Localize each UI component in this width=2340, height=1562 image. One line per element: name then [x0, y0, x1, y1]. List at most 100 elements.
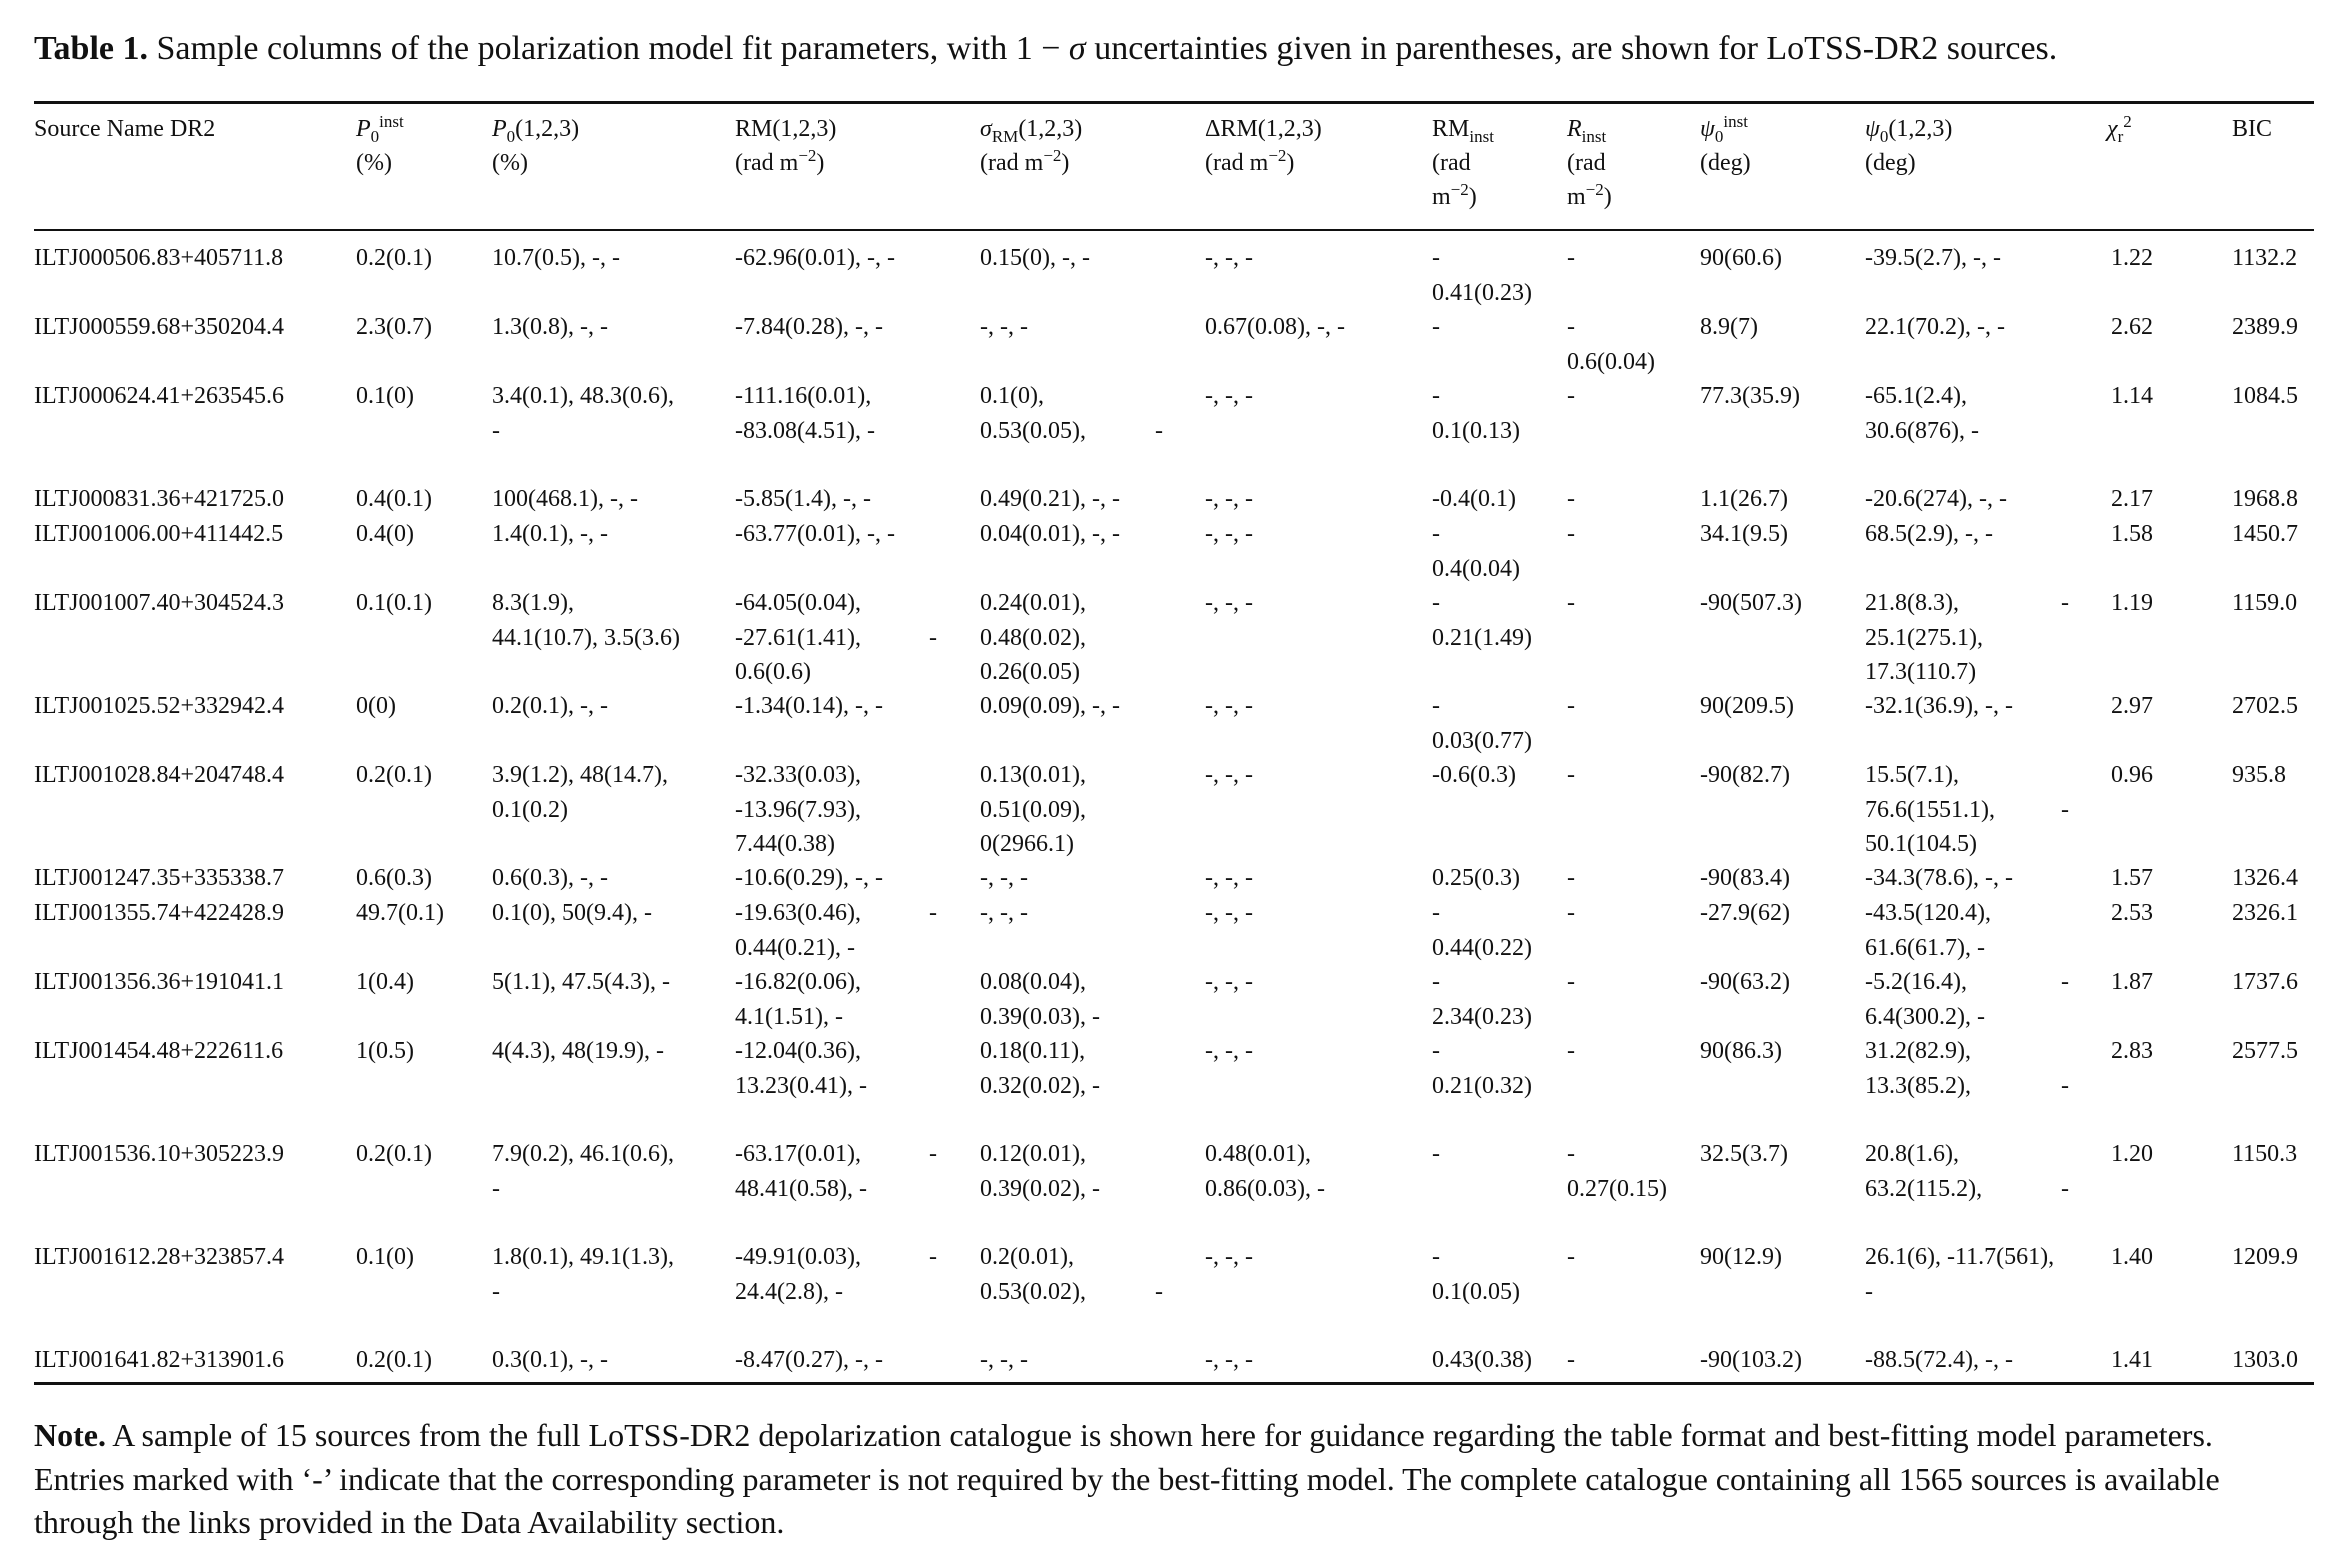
table-top-rule [34, 101, 2314, 104]
cell-line: 2326.1 [2232, 900, 2298, 926]
cell-rm-inst: 0.25(0.3) [1432, 861, 1520, 896]
cell-source: ILTJ001612.28+323857.4 [34, 1240, 284, 1275]
header-sigma-rm: σRM(1,2,3) (rad m−2) [980, 116, 1083, 176]
cell-line: -, -, - [1205, 969, 1253, 995]
cell-psi0inst: 90(209.5) [1700, 689, 1794, 724]
cell-line: 0.6(0.3), -, - [492, 865, 608, 891]
cell-line: 2.17 [2111, 486, 2153, 512]
caption-text-after: uncertainties given in parentheses, are … [1085, 30, 2058, 67]
cell-line: 8.9(7) [1700, 314, 1758, 340]
cell-psi0inst: -90(103.2) [1700, 1343, 1802, 1378]
cell-line: ILTJ001028.84+204748.4 [34, 762, 284, 788]
cell-sigma-rm: 0.13(0.01), 0.51(0.09), 0(2966.1) [980, 758, 1086, 862]
cell-p0: 1.3(0.8), -, - [492, 310, 608, 345]
cell-line: -8.47(0.27), -, - [735, 1347, 883, 1373]
cell-line: 0.1(0.13) [1432, 417, 1520, 444]
cell-rm-inst: - [1432, 310, 1440, 345]
cell-line: 1450.7 [2232, 521, 2298, 547]
cell-line: 68.5(2.9), -, - [1865, 521, 1993, 547]
cell-bic: 2326.1 [2232, 896, 2298, 931]
cell-chi2: 1.58 [2111, 517, 2153, 552]
cell-line: 0.6(0.6) [735, 659, 811, 685]
cell-line: 2389.9 [2232, 314, 2298, 340]
cell-line: 0.48(0.01), [1205, 1141, 1311, 1167]
cell-line: 1132.2 [2232, 245, 2298, 271]
cell-rm-inst: - 0.21(1.49) [1432, 586, 1532, 655]
cell-rm-inst: - 0.44(0.22) [1432, 896, 1532, 965]
cell-r-inst: - [1567, 517, 1575, 552]
cell-delta-rm: -, -, - [1205, 241, 1253, 276]
cell-line: 44.1(10.7), 3.5(3.6) [492, 624, 680, 651]
cell-rm: -111.16(0.01), -83.08(4.51), - [735, 379, 875, 448]
cell-line: 5(1.1), 47.5(4.3), - [492, 969, 670, 995]
cell-source: ILTJ001028.84+204748.4 [34, 758, 284, 793]
cell-bic: 1150.3 [2232, 1137, 2297, 1172]
cell-line: -16.82(0.06), [735, 969, 861, 995]
cell-line: - [1567, 314, 1575, 340]
cell-line: 1(0.5) [356, 1038, 414, 1064]
cell-line: 0.1(0.1) [356, 590, 432, 616]
cell-line: 2702.5 [2232, 693, 2298, 719]
cell-bic: 2389.9 [2232, 310, 2298, 345]
cell-line: 13.3(85.2), [1865, 1072, 1971, 1099]
cell-bic: 2702.5 [2232, 689, 2298, 724]
cell-line: ILTJ000506.83+405711.8 [34, 245, 284, 271]
cell-delta-rm: -, -, - [1205, 965, 1253, 1000]
cell-sigma-rm: 0.49(0.21), -, - [980, 482, 1120, 517]
cell-line: 1.8(0.1), 49.1(1.3), [492, 1244, 674, 1270]
cell-chi2: 1.22 [2111, 241, 2153, 276]
cell-rm: -16.82(0.06), 4.1(1.51), - [735, 965, 861, 1034]
cell-line: - [1432, 314, 1440, 340]
cell-bic: 1159.0 [2232, 586, 2297, 621]
cell-line: 0.18(0.11), [980, 1038, 1086, 1064]
cell-line: - [1432, 900, 1440, 926]
cell-line: 0.4(0.1) [356, 486, 432, 512]
cell-line: - [1567, 693, 1575, 719]
cell-rm: -32.33(0.03), -13.96(7.93), 7.44(0.38) [735, 758, 861, 862]
cell-line: -, -, - [1205, 762, 1253, 788]
cell-line: - [1567, 486, 1575, 512]
cell-sigma-rm: -, -, - [980, 896, 1028, 931]
cell-chi2: 0.96 [2111, 758, 2153, 793]
cell-delta-rm: 0.67(0.08), -, - [1205, 310, 1345, 345]
cell-line: -27.61(1.41), [735, 624, 861, 651]
cell-rm-inst: - 0.4(0.04) [1432, 517, 1520, 586]
cell-psi0: 22.1(70.2), -, - [1865, 310, 2005, 345]
cell-line: 1.4(0.1), -, - [492, 521, 608, 547]
cell-line: 1(0.4) [356, 969, 414, 995]
cell-line: -49.91(0.03), [735, 1244, 861, 1270]
cell-line: 0.48(0.02), [980, 624, 1086, 651]
cell-r-inst: - 0.27(0.15) [1567, 1137, 1667, 1206]
header-psi0-inst: ψ0inst (deg) [1700, 112, 1751, 176]
cell-line: 61.6(61.7), - [1865, 934, 1985, 961]
cell-line: 0.25(0.3) [1432, 865, 1520, 891]
cell-line: 1968.8 [2232, 486, 2298, 512]
cell-line: 0.21(0.32) [1432, 1072, 1532, 1099]
table-bottom-rule [34, 1382, 2314, 1385]
cell-sigma-rm: 0.09(0.09), -, - [980, 689, 1120, 724]
cell-rm: -5.85(1.4), -, - [735, 482, 871, 517]
cell-sigma-rm: 0.15(0), -, - [980, 241, 1090, 276]
cell-r-inst: - [1567, 896, 1575, 931]
cell-line: 0.39(0.03), - [980, 1003, 1100, 1030]
cell-p0: 0.3(0.1), -, - [492, 1343, 608, 1378]
cell-line: -, -, - [1205, 693, 1253, 719]
cell-rm-inst: - 0.1(0.05) [1432, 1240, 1520, 1309]
cell-line: - [1567, 1141, 1575, 1167]
cell-bic: 1968.8 [2232, 482, 2298, 517]
cell-r-inst: - 0.6(0.04) [1567, 310, 1655, 379]
cell-line: 32.5(3.7) [1700, 1141, 1788, 1167]
cell-psi0: -88.5(72.4), -, - [1865, 1343, 2013, 1378]
cell-p0: 5(1.1), 47.5(4.3), - [492, 965, 670, 1000]
cell-line: -63.17(0.01), [735, 1141, 861, 1167]
cell-line: - [1432, 693, 1440, 719]
cell-psi0: -34.3(78.6), -, - [1865, 861, 2013, 896]
cell-line: 22.1(70.2), -, - [1865, 314, 2005, 340]
cell-line: 0.13(0.01), [980, 762, 1086, 788]
cell-psi0: -32.1(36.9), -, - [1865, 689, 2013, 724]
cell-line: - [1865, 1278, 1873, 1305]
cell-line: -, -, - [1205, 1244, 1253, 1270]
cell-delta-rm: -, -, - [1205, 896, 1253, 931]
cell-line: - [1567, 900, 1575, 926]
cell-delta-rm: -, -, - [1205, 758, 1253, 793]
